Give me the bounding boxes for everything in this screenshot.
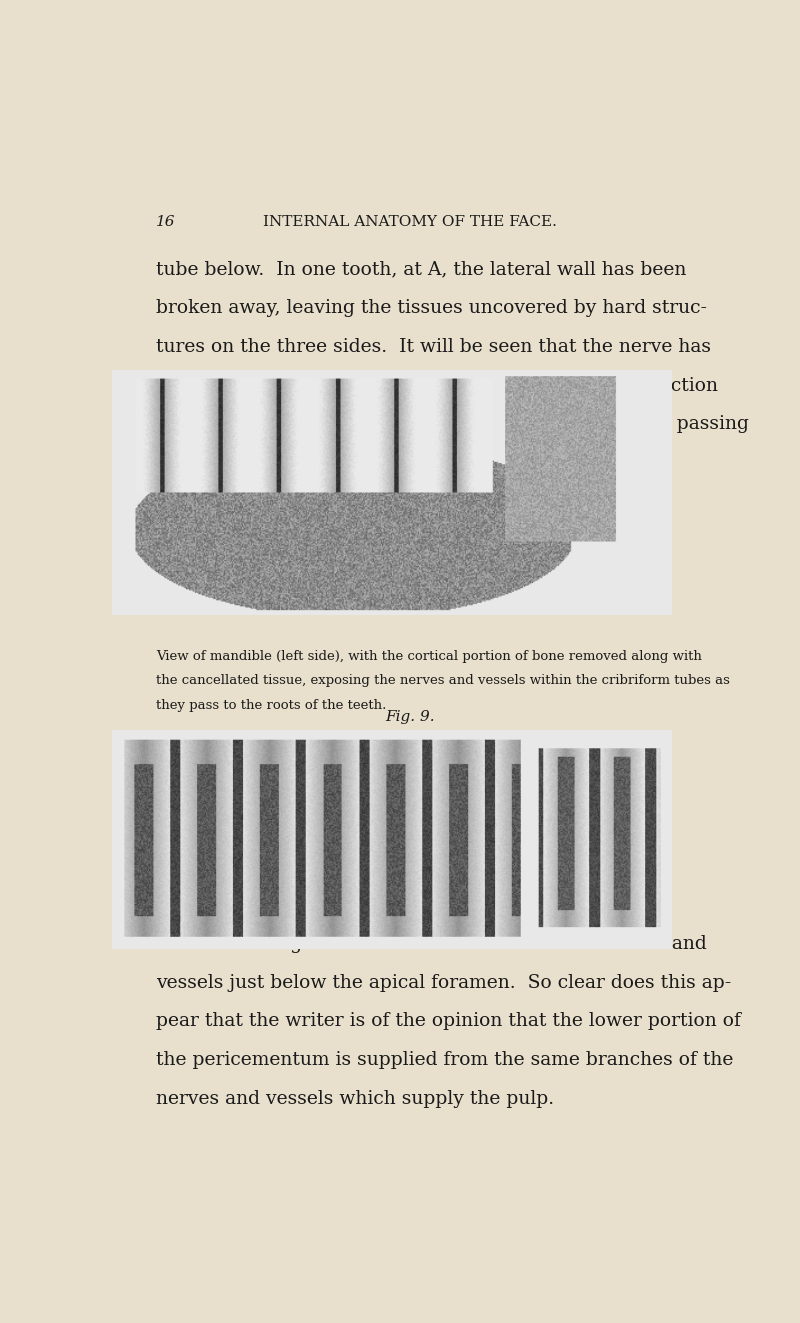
Text: they pass to the roots of the teeth.: they pass to the roots of the teeth.	[156, 699, 386, 712]
Text: into the teeth give off small branches from the nerves and: into the teeth give off small branches f…	[156, 935, 706, 953]
Text: Fig. 9.: Fig. 9.	[385, 710, 435, 724]
Text: broken away, leaving the tissues uncovered by hard struc-: broken away, leaving the tissues uncover…	[156, 299, 707, 318]
Text: tube below.  In one tooth, at A, the lateral wall has been: tube below. In one tooth, at A, the late…	[156, 261, 686, 279]
Text: pear that the writer is of the opinion that the lower portion of: pear that the writer is of the opinion t…	[156, 1012, 741, 1031]
Text: View of mandible (left side), with the cortical portion of bone removed along wi: View of mandible (left side), with the c…	[156, 650, 702, 663]
Text: tures on the three sides.  It will be seen that the nerve has: tures on the three sides. It will be see…	[156, 339, 710, 356]
Text: and in many others it will be observed that the tissues passing: and in many others it will be observed t…	[156, 415, 749, 434]
Text: Fig. 8.: Fig. 8.	[385, 429, 435, 443]
Text: INTERNAL ANATOMY OF THE FACE.: INTERNAL ANATOMY OF THE FACE.	[263, 214, 557, 229]
Text: vessels just below the apical foramen.  So clear does this ap-: vessels just below the apical foramen. S…	[156, 974, 731, 992]
Text: the cancellated tissue, exposing the nerves and vessels within the cribriform tu: the cancellated tissue, exposing the ner…	[156, 675, 730, 687]
Text: Ground section of the six anterior teeth and two left premolars.: Ground section of the six anterior teeth…	[197, 908, 623, 921]
Text: 16: 16	[156, 214, 175, 229]
Text: been pushed slightly away from the wall.  In this dissection: been pushed slightly away from the wall.…	[156, 377, 718, 394]
Text: the pericementum is supplied from the same branches of the: the pericementum is supplied from the sa…	[156, 1052, 733, 1069]
Text: nerves and vessels which supply the pulp.: nerves and vessels which supply the pulp…	[156, 1090, 554, 1107]
